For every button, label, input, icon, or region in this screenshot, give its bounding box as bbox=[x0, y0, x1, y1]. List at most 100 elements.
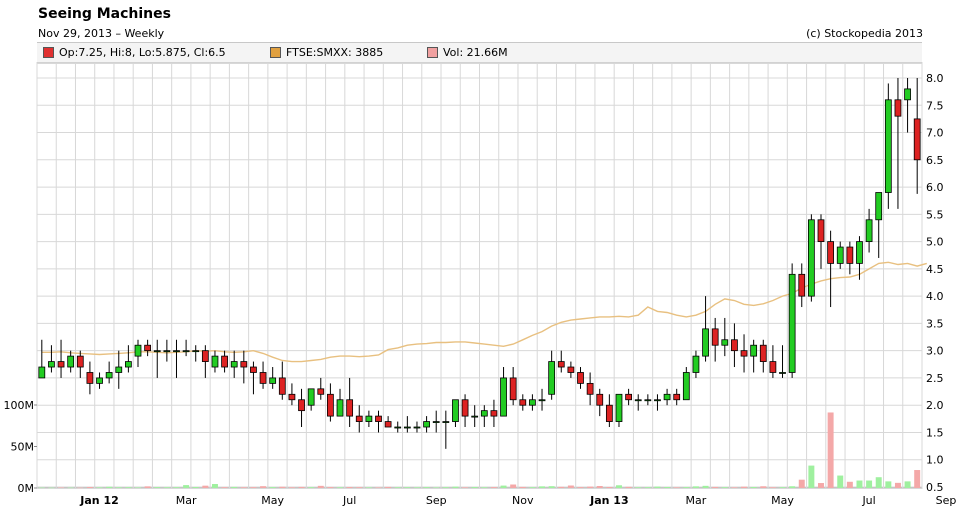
legend-item-index[interactable]: FTSE:SMXX: 3885 bbox=[270, 46, 383, 59]
volume-bar bbox=[471, 487, 478, 488]
candle-body bbox=[298, 399, 305, 412]
volume-bar bbox=[856, 480, 863, 488]
price-tick-label: 8.0 bbox=[926, 72, 944, 85]
candle-body bbox=[269, 377, 277, 384]
candle-body bbox=[48, 361, 55, 368]
price-tick-label: 1.0 bbox=[926, 454, 944, 467]
price-tick-label: 7.0 bbox=[926, 127, 944, 140]
legend-swatch-ohlc bbox=[43, 47, 54, 58]
price-tick-label: 7.5 bbox=[926, 99, 944, 112]
candle-body bbox=[769, 361, 777, 373]
volume-bar bbox=[616, 485, 622, 488]
volume-bar bbox=[731, 487, 738, 488]
candle-body bbox=[827, 241, 834, 264]
price-tick-label: 5.5 bbox=[926, 208, 944, 221]
volume-bar bbox=[683, 487, 690, 488]
legend-item-ohlc[interactable]: Op:7.25, Hi:8, Lo:5.875, Cl:6.5 bbox=[43, 46, 226, 59]
candle-body bbox=[615, 393, 623, 422]
x-tick-label: May bbox=[771, 494, 794, 507]
candle-body bbox=[384, 421, 392, 428]
volume-bar bbox=[250, 487, 257, 488]
volume-bar bbox=[317, 485, 324, 488]
volume-bar bbox=[442, 487, 449, 488]
legend-label-index: FTSE:SMXX: 3885 bbox=[286, 46, 384, 59]
candle-body bbox=[76, 355, 84, 368]
candle-body bbox=[596, 393, 604, 406]
volume-bar bbox=[240, 487, 247, 488]
volume-bar bbox=[231, 486, 238, 488]
volume-bar bbox=[163, 487, 170, 488]
candle-body bbox=[913, 118, 921, 161]
price-tick-label: 1.5 bbox=[926, 426, 944, 439]
legend-bar: Op:7.25, Hi:8, Lo:5.875, Cl:6.5 FTSE:SMX… bbox=[37, 42, 922, 64]
volume-bar bbox=[904, 481, 911, 488]
candle-body bbox=[105, 372, 113, 379]
volume-bar bbox=[692, 486, 699, 488]
volume-bar bbox=[539, 486, 546, 488]
volume-bar bbox=[866, 480, 873, 488]
volume-bar bbox=[750, 487, 757, 488]
candle-body bbox=[221, 355, 228, 368]
candle-body bbox=[240, 361, 248, 368]
volume-bar bbox=[394, 487, 401, 488]
volume-bar bbox=[779, 487, 786, 488]
candle-body bbox=[490, 410, 498, 417]
volume-bar bbox=[413, 487, 420, 488]
volume-bar bbox=[548, 486, 555, 488]
price-tick-label: 0.5 bbox=[926, 481, 944, 494]
candle-body bbox=[230, 361, 238, 368]
legend-item-volume[interactable]: Vol: 21.66M bbox=[427, 46, 508, 59]
candle-body bbox=[327, 393, 334, 417]
volume-bar bbox=[38, 487, 45, 489]
volume-bar bbox=[298, 486, 305, 488]
candle-body bbox=[731, 339, 738, 352]
candle-body bbox=[836, 246, 844, 264]
volume-bar bbox=[183, 485, 190, 488]
volume-bar bbox=[606, 487, 613, 488]
volume-bar bbox=[664, 487, 671, 488]
volume-bar bbox=[58, 487, 65, 489]
volume-bar bbox=[818, 483, 824, 488]
candle-body bbox=[750, 344, 758, 357]
candle-body bbox=[654, 399, 661, 402]
candle-body bbox=[865, 219, 873, 243]
candle-body bbox=[846, 246, 854, 264]
volume-bar bbox=[86, 487, 93, 488]
x-tick-label: Sep bbox=[936, 494, 957, 507]
candle-body bbox=[884, 99, 892, 193]
candle-body bbox=[788, 273, 796, 373]
candle-body bbox=[740, 350, 748, 357]
price-tick-label: 6.5 bbox=[926, 154, 944, 167]
candle-body bbox=[519, 399, 527, 406]
copyright-label: (c) Stockopedia 2013 bbox=[806, 27, 923, 40]
candle-body bbox=[779, 372, 786, 374]
volume-bar bbox=[654, 486, 661, 488]
volume-bar bbox=[837, 475, 844, 488]
candle-body bbox=[125, 361, 132, 368]
price-tick-label: 2.5 bbox=[926, 372, 944, 385]
candle-body bbox=[86, 372, 94, 384]
chart-grid bbox=[36, 62, 923, 489]
volume-bar bbox=[885, 481, 892, 488]
price-tick-label: 2.0 bbox=[926, 399, 944, 412]
volume-bar bbox=[875, 477, 882, 488]
candle-body bbox=[163, 350, 171, 353]
candle-body bbox=[317, 388, 325, 395]
volume-bar bbox=[192, 487, 199, 488]
volume-bar bbox=[894, 482, 901, 488]
x-tick-label: Mar bbox=[176, 494, 197, 507]
candle-body bbox=[201, 350, 209, 362]
volume-bar bbox=[356, 487, 363, 488]
volume-tick-label: 50M bbox=[11, 441, 35, 454]
candles-layer bbox=[38, 78, 921, 449]
volume-bar bbox=[625, 486, 632, 488]
candle-body bbox=[798, 273, 806, 297]
volume-bar bbox=[211, 484, 218, 488]
x-tick-label: Jan 12 bbox=[79, 494, 118, 507]
candle-body bbox=[692, 355, 700, 373]
candle-body bbox=[817, 219, 825, 243]
volume-bar bbox=[154, 487, 161, 488]
candle-body bbox=[875, 192, 883, 221]
volume-bars bbox=[38, 412, 921, 489]
volume-bar bbox=[490, 487, 497, 488]
